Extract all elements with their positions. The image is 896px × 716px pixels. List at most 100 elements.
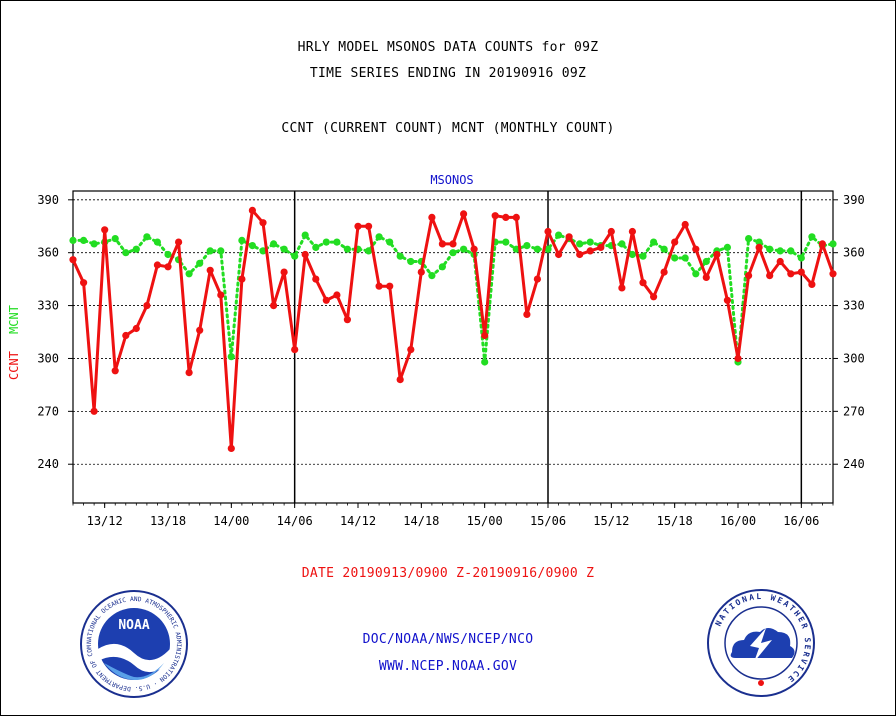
mcnt-point [660, 245, 668, 253]
ccnt-point [386, 282, 394, 290]
ccnt-point [502, 213, 510, 221]
x-tick-label: 16/00 [720, 514, 756, 528]
ccnt-point [491, 212, 499, 220]
ccnt-point [322, 296, 330, 304]
ccnt-point [470, 245, 478, 253]
y-tick-label-right: 300 [843, 351, 865, 365]
ccnt-point [734, 354, 742, 363]
mcnt-point [375, 233, 383, 241]
mcnt-point [238, 236, 246, 244]
x-tick-label: 15/18 [657, 514, 693, 528]
mcnt-point [808, 233, 816, 241]
noaa-logo-text: NOAA [118, 618, 149, 633]
x-tick-label: 15/12 [593, 514, 629, 528]
mcnt-point [396, 252, 404, 260]
y-tick-label-right: 360 [843, 246, 865, 260]
ccnt-point [248, 206, 256, 214]
mcnt-point [502, 238, 510, 246]
mcnt-point [280, 245, 288, 253]
mcnt-point [365, 247, 373, 255]
mcnt-point [227, 353, 235, 361]
mcnt-series [69, 231, 837, 366]
mcnt-point [333, 238, 341, 246]
ccnt-point [312, 275, 320, 283]
mcnt-point [407, 257, 415, 266]
mcnt-point [196, 259, 204, 267]
mcnt-point [766, 245, 774, 253]
mcnt-point [428, 272, 436, 280]
mcnt-point [90, 240, 98, 248]
x-tick-label: 14/00 [213, 514, 249, 528]
mcnt-point [544, 245, 552, 253]
ccnt-point [639, 279, 647, 287]
chart-title-line-2: TIME SERIES ENDING IN 20190916 09Z [309, 66, 587, 81]
ccnt-point [512, 213, 520, 221]
ccnt-point [660, 268, 668, 276]
mcnt-point [628, 250, 637, 259]
ccnt-point [396, 376, 404, 384]
ccnt-point [555, 250, 563, 259]
x-tick-label: 13/18 [150, 514, 186, 528]
y-tick-label-left: 360 [37, 246, 59, 260]
ccnt-point [576, 250, 584, 259]
y-tick-label-right: 330 [843, 299, 865, 313]
mcnt-point [755, 238, 763, 246]
mcnt-point [702, 257, 710, 266]
ccnt-point [829, 270, 837, 278]
x-tick-label: 14/12 [340, 514, 376, 528]
mcnt-point [639, 252, 647, 260]
ccnt-point [702, 273, 710, 281]
series-legend-line: CCNT (CURRENT COUNT) MCNT (MONTHLY COUNT… [281, 121, 615, 136]
mcnt-point [259, 247, 267, 255]
mcnt-point [217, 247, 225, 255]
mcnt-point [270, 240, 278, 248]
mcnt-point [312, 243, 320, 251]
ccnt-point [185, 369, 193, 377]
ccnt-point [291, 346, 299, 354]
x-tick-label: 15/06 [530, 514, 566, 528]
y-tick-label-left: 300 [37, 351, 59, 365]
ccnt-point [723, 296, 732, 304]
ccnt-point [111, 367, 119, 375]
ccnt-point [681, 220, 689, 229]
ccnt-point [259, 219, 267, 227]
ccnt-point [671, 238, 679, 246]
nws-logo: NATIONAL WEATHER SERVICE [707, 589, 815, 697]
ccnt-point [69, 256, 77, 264]
ccnt-point [143, 302, 151, 310]
ccnt-point [153, 261, 161, 269]
mcnt-point [132, 245, 140, 253]
ccnt-point [80, 279, 88, 287]
x-axis-ticks: 13/12 13/18 14/00 14/06 14/12 14/18 15/00 15/06… [72, 503, 834, 528]
mcnt-point [185, 270, 193, 278]
mcnt-point [829, 240, 837, 248]
ccnt-point [164, 263, 172, 271]
y-axis-label-ccnt: CCNT [7, 351, 21, 380]
ccnt-point [301, 250, 309, 259]
mcnt-point [692, 270, 700, 278]
ccnt-point [618, 284, 626, 292]
ccnt-point [797, 268, 805, 276]
mcnt-point [206, 247, 214, 255]
ncep-url-link[interactable]: WWW.NCEP.NOAA.GOV [378, 659, 518, 674]
ccnt-point [766, 272, 774, 280]
ccnt-point [333, 291, 341, 299]
ccnt-point [481, 331, 489, 340]
mcnt-point [723, 243, 732, 251]
mcnt-point [322, 238, 330, 246]
noaa-logo: NOAA NATIONAL OCEANIC AND ATMOSPHERIC AD… [79, 589, 188, 698]
mcnt-point [523, 242, 531, 250]
y-tick-label-left: 390 [37, 193, 59, 207]
y-axis-label: CCNT MCNT [7, 305, 21, 380]
ccnt-point [365, 222, 373, 230]
x-tick-label: 13/12 [87, 514, 123, 528]
ccnt-point [227, 444, 235, 452]
ccnt-point [544, 227, 552, 236]
ccnt-point [713, 250, 721, 259]
y-tick-label-left: 240 [37, 457, 59, 471]
mcnt-point [586, 238, 594, 246]
ccnt-point [196, 326, 204, 334]
mcnt-point [681, 254, 689, 262]
plot-title-msonos: MSONOS [430, 173, 473, 187]
mcnt-point [386, 238, 394, 246]
